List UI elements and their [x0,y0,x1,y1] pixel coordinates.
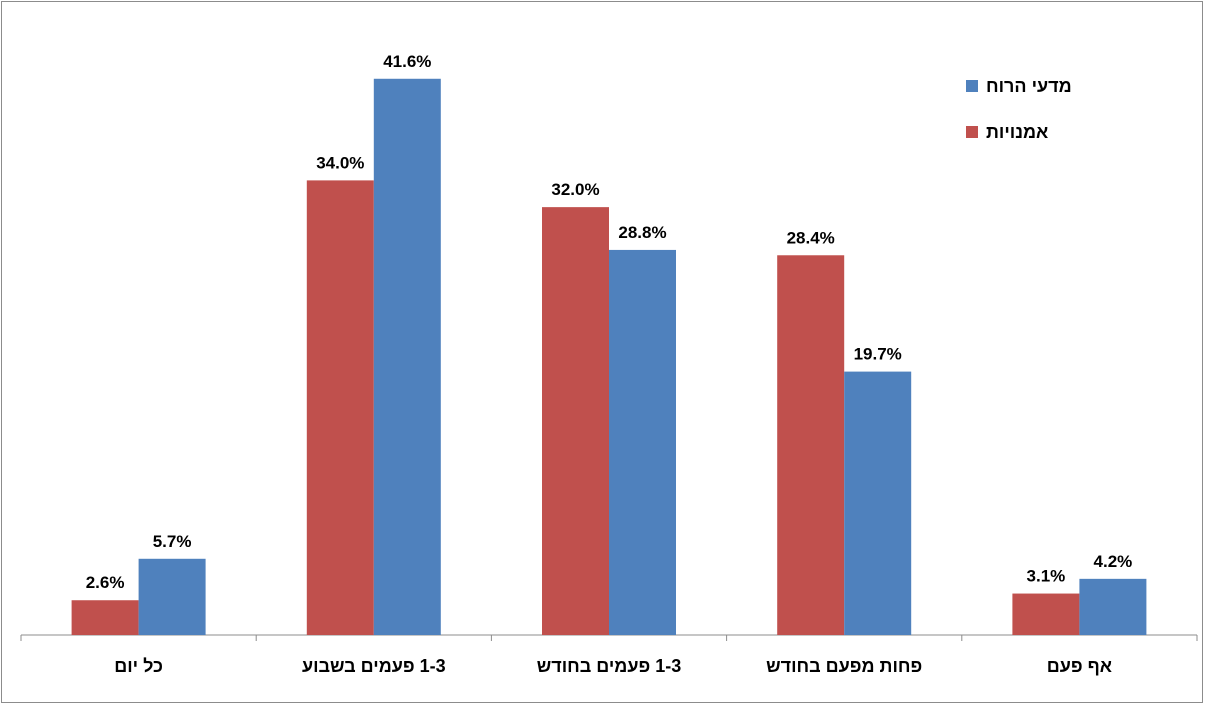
x-tick-label: 1-3 פעמים בשבוע [302,656,446,676]
x-tick-label: 1-3 פעמים בחודש [537,656,682,676]
bar [542,207,609,635]
x-tick-label: אף פעם [1047,656,1112,676]
data-label: 41.6% [383,52,431,71]
data-label: 32.0% [551,180,599,199]
bar [1079,578,1147,635]
data-label: 28.4% [787,228,835,247]
legend-swatch [966,80,978,92]
data-label: 3.1% [1027,567,1066,586]
legend-label: מדעי הרוח [986,76,1072,96]
data-label: 28.8% [618,223,666,242]
data-label: 2.6% [86,573,125,592]
data-label: 4.2% [1094,552,1133,571]
bar [373,78,441,636]
bar [71,600,139,635]
bar [306,180,374,636]
bar [844,371,912,635]
bar [1012,593,1080,635]
data-label: 19.7% [854,345,902,364]
legend-label: אמנויות [986,122,1048,142]
x-tick-label: פחות מפעם בחודש [766,656,922,676]
x-tick-label: כל יום [114,656,163,676]
data-label: 34.0% [316,153,364,172]
bar [777,255,845,636]
bar [609,249,676,636]
bar [138,558,206,635]
data-label: 5.7% [153,532,192,551]
legend-swatch [966,126,978,138]
